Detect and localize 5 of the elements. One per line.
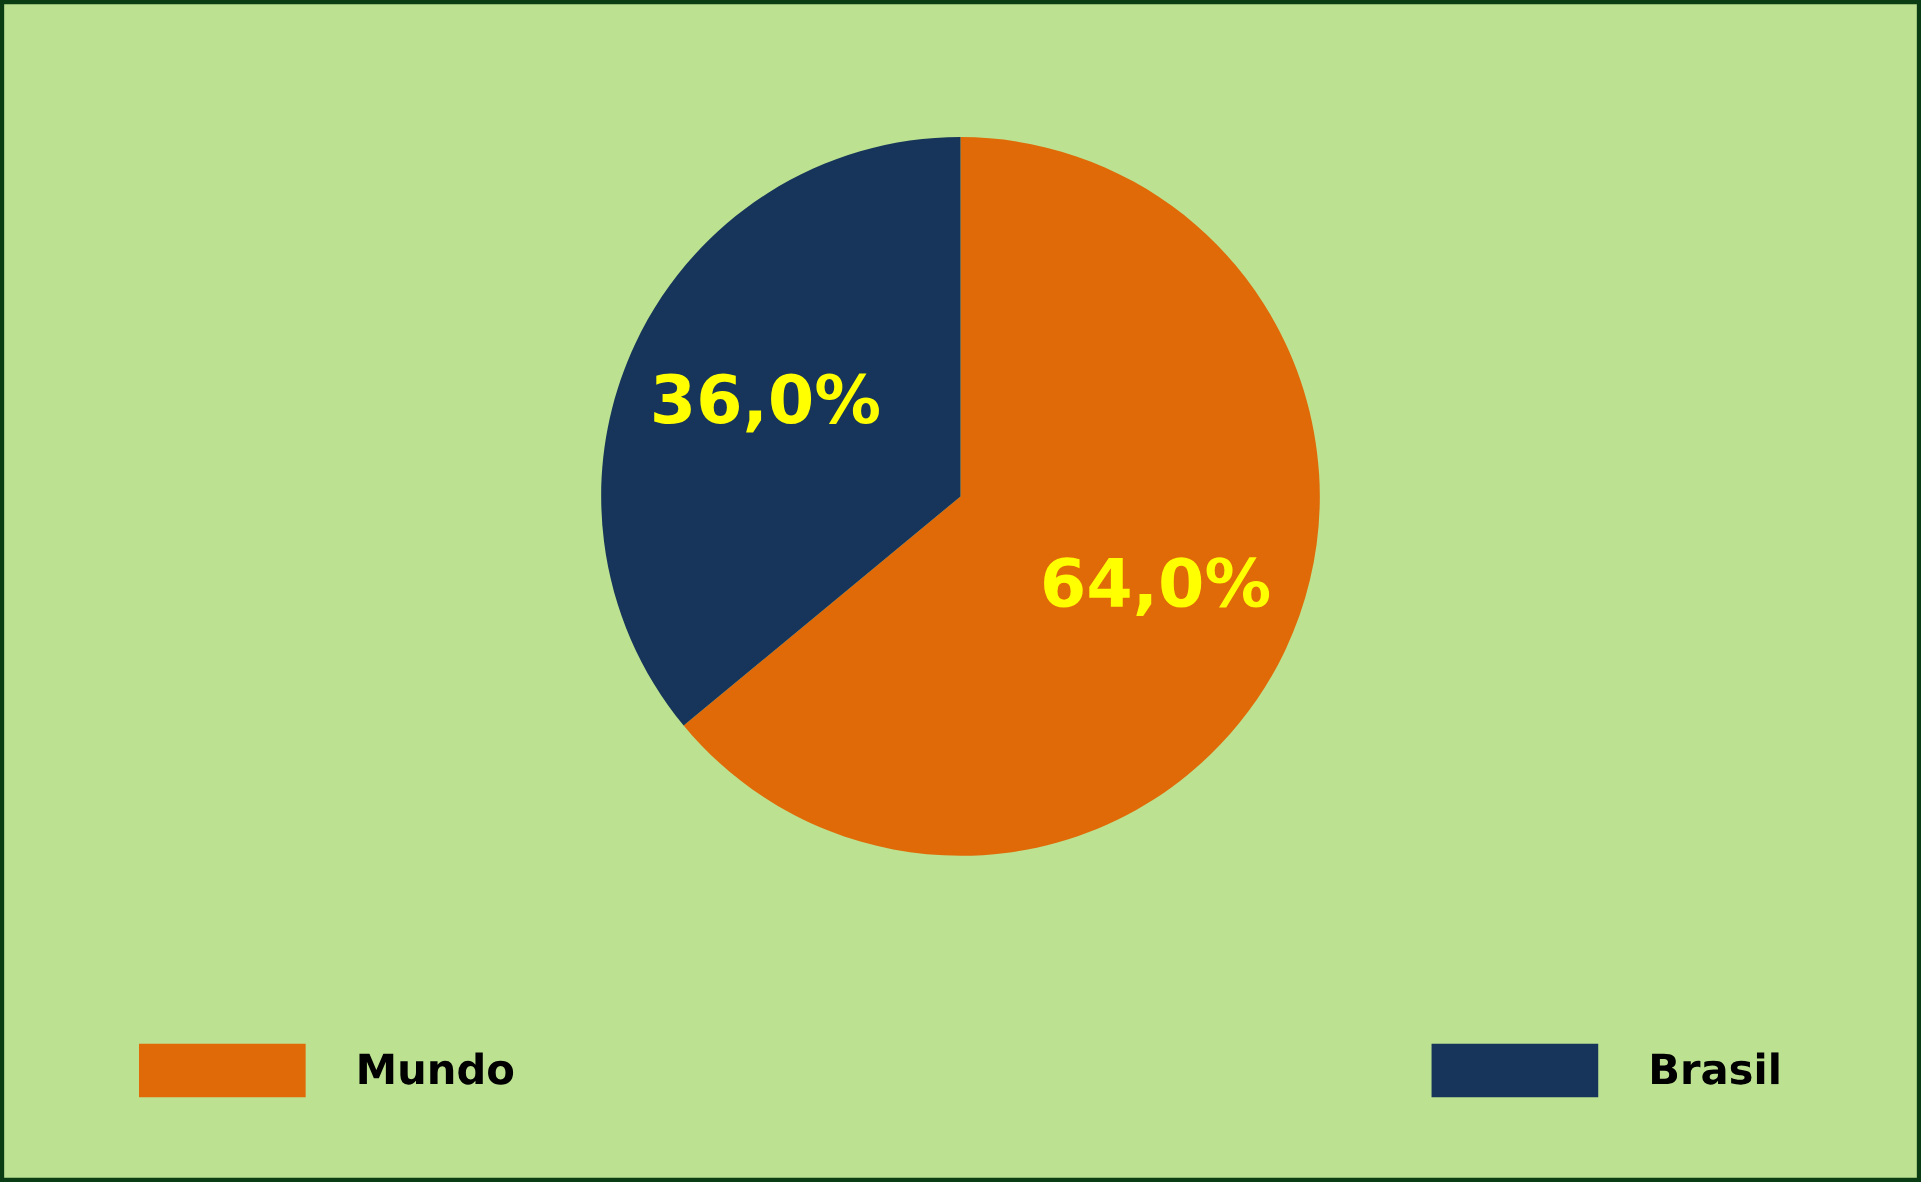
pie-slice: [601, 137, 961, 726]
data-label: 64,0%: [1044, 557, 1270, 617]
legend-label: Mundo: [359, 1052, 514, 1085]
legend-label: Brasil: [1652, 1052, 1779, 1085]
data-label: 36,0%: [654, 373, 879, 433]
